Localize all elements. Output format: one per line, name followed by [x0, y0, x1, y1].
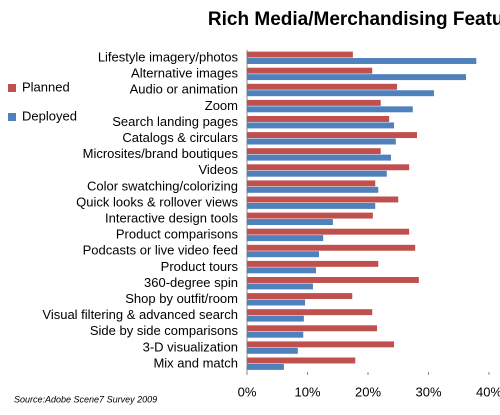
- bar: [247, 116, 390, 122]
- legend-label: Planned: [22, 79, 70, 94]
- bar: [247, 132, 418, 139]
- x-tick-label: 10%: [294, 384, 320, 399]
- bar: [247, 341, 395, 348]
- bar: [247, 277, 419, 283]
- bar: [247, 357, 356, 364]
- y-tick-label: 3-D visualization: [143, 339, 238, 354]
- bar: [247, 148, 381, 155]
- bar: [247, 228, 410, 235]
- bar: [247, 106, 413, 113]
- bar: [247, 180, 376, 187]
- y-tick-label: Videos: [198, 162, 238, 177]
- source-note: Source:Adobe Scene7 Survey 2009: [14, 394, 157, 404]
- y-tick-label: Shop by outfit/room: [125, 291, 238, 306]
- y-tick-label: Color swatching/colorizing: [87, 178, 238, 193]
- bar: [247, 202, 376, 209]
- x-tick-label: 0%: [238, 384, 257, 399]
- y-tick-label: Microsites/brand boutiques: [83, 146, 239, 161]
- bar: [247, 293, 353, 300]
- bar: [247, 196, 399, 203]
- bar: [247, 283, 313, 290]
- bar: [247, 325, 378, 332]
- bar: [247, 83, 398, 90]
- y-tick-label: Zoom: [205, 98, 238, 113]
- bar: [247, 90, 434, 97]
- bar: [247, 186, 379, 193]
- y-tick-label: Side by side comparisons: [90, 323, 239, 338]
- bar: [247, 331, 304, 338]
- bar: [247, 212, 373, 219]
- bar: [247, 138, 396, 145]
- bar: [247, 299, 306, 306]
- x-tick-label: 40%: [476, 384, 500, 399]
- y-tick-label: Mix and match: [153, 355, 238, 370]
- y-tick-label: Product comparisons: [116, 227, 239, 242]
- bar: [247, 363, 284, 370]
- bar: [247, 267, 316, 274]
- y-tick-label: Alternative images: [131, 66, 238, 81]
- bar: [247, 122, 395, 129]
- legend-swatch: [8, 113, 16, 121]
- bar: [247, 58, 477, 64]
- bar: [247, 170, 387, 177]
- bar: [247, 347, 298, 354]
- bar: [247, 74, 467, 81]
- y-tick-label: Interactive design tools: [105, 210, 238, 225]
- legend-swatch: [8, 84, 16, 92]
- y-tick-label: Lifestyle imagery/photos: [98, 49, 239, 64]
- y-tick-label: Visual filtering & advanced search: [42, 307, 238, 322]
- bar: [247, 235, 324, 242]
- y-tick-label: Quick looks & rollover views: [76, 194, 238, 209]
- y-tick-label: 360-degree spin: [144, 275, 238, 290]
- x-tick-label: 20%: [355, 384, 381, 399]
- y-tick-label: Podcasts or live video feed: [83, 243, 238, 258]
- bar: [247, 315, 304, 322]
- y-tick-label: Catalogs & circulars: [122, 130, 238, 145]
- legend-label: Deployed: [22, 108, 77, 123]
- y-tick-label: Product tours: [161, 259, 239, 274]
- chart-title: Rich Media/Merchandising Features: [208, 9, 500, 30]
- bar: [247, 99, 381, 106]
- bar: [247, 164, 410, 171]
- bar: [247, 154, 391, 161]
- bar: [247, 309, 373, 316]
- x-tick-label: 30%: [415, 384, 441, 399]
- y-tick-label: Search landing pages: [112, 114, 238, 129]
- y-tick-label: Audio or animation: [130, 82, 238, 97]
- bar: [247, 251, 319, 258]
- bar: [247, 260, 379, 267]
- bar: [247, 67, 373, 74]
- bar: [247, 219, 333, 225]
- bar: [247, 244, 416, 251]
- bar: [247, 51, 353, 58]
